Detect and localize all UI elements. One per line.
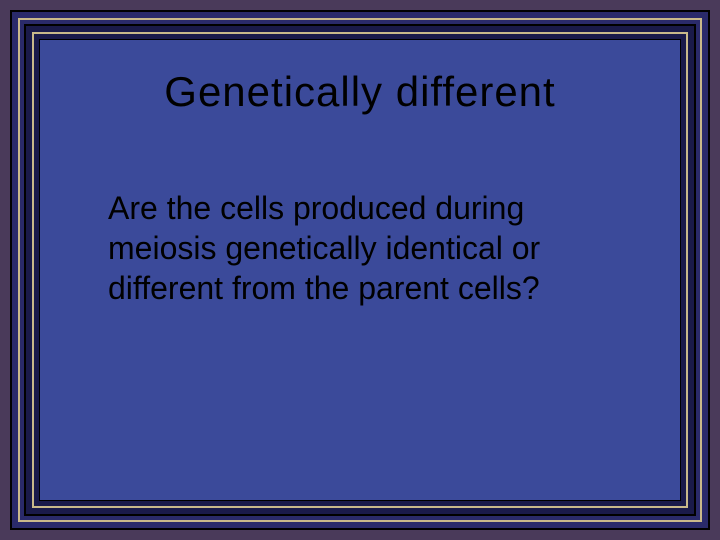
slide-title: Genetically different <box>90 68 630 116</box>
slide-frame-dark: Genetically different Are the cells prod… <box>10 10 710 530</box>
slide-frame-bevel: Genetically different Are the cells prod… <box>18 18 702 522</box>
slide-inner-bevel: Genetically different Are the cells prod… <box>32 32 688 508</box>
slide-inner-dark: Genetically different Are the cells prod… <box>24 24 696 516</box>
slide-content-area: Genetically different Are the cells prod… <box>39 39 681 501</box>
slide-body-text: Are the cells produced during meiosis ge… <box>90 188 630 308</box>
slide-outer-background: Genetically different Are the cells prod… <box>0 0 720 540</box>
